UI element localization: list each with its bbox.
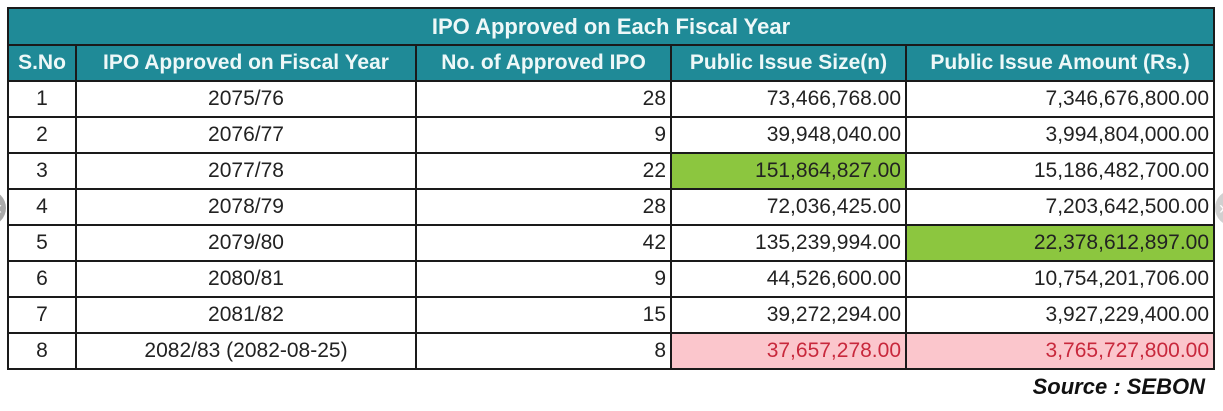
cell-count: 28 [415, 80, 672, 118]
cell-fy: 2082/83 (2082-08-25) [75, 332, 417, 370]
table-title: IPO Approved on Each Fiscal Year [6, 7, 1216, 46]
header-issue-size: Public Issue Size(n) [670, 44, 907, 82]
source-note: Source : SEBON [1032, 374, 1205, 399]
cell-size: 73,466,768.00 [670, 80, 907, 118]
prev-arrow-button[interactable]: ‹ [0, 190, 6, 226]
cell-sno: 7 [7, 296, 77, 334]
header-fiscal-year: IPO Approved on Fiscal Year [75, 44, 417, 82]
cell-sno: 5 [7, 224, 77, 262]
table-row: 2 2076/77 9 39,948,040.00 3,994,804,000.00 [7, 116, 1216, 154]
table-row: 6 2080/81 9 44,526,600.00 10,754,201,706.00 [7, 260, 1216, 298]
cell-size: 151,864,827.00 [670, 152, 907, 190]
cell-size: 72,036,425.00 [670, 188, 907, 226]
cell-sno: 3 [7, 152, 77, 190]
cell-count: 9 [415, 116, 672, 154]
cell-sno: 2 [7, 116, 77, 154]
cell-sno: 1 [7, 80, 77, 118]
cell-count: 28 [415, 188, 672, 226]
cell-size: 135,239,994.00 [670, 224, 907, 262]
ipo-table: IPO Approved on Each Fiscal Year S.No IP… [6, 7, 1216, 370]
cell-size: 39,272,294.00 [670, 296, 907, 334]
cell-fy: 2076/77 [75, 116, 417, 154]
cell-size: 44,526,600.00 [670, 260, 907, 298]
table-row: 4 2078/79 28 72,036,425.00 7,203,642,500.00 [7, 188, 1216, 226]
cell-fy: 2078/79 [75, 188, 417, 226]
cell-fy: 2077/78 [75, 152, 417, 190]
cell-count: 8 [415, 332, 672, 370]
cell-amount: 3,927,229,400.00 [904, 296, 1216, 334]
cell-fy: 2081/82 [75, 296, 417, 334]
cell-amount: 3,994,804,000.00 [904, 116, 1216, 154]
cell-amount: 7,346,676,800.00 [904, 80, 1216, 118]
header-issue-amount: Public Issue Amount (Rs.) [904, 44, 1216, 82]
cell-size: 39,948,040.00 [670, 116, 907, 154]
cell-amount: 3,765,727,800.00 [904, 332, 1216, 370]
cell-count: 15 [415, 296, 672, 334]
table-row: 5 2079/80 42 135,239,994.00 22,378,612,897.0… [7, 224, 1216, 262]
cell-fy: 2080/81 [75, 260, 417, 298]
cell-count: 22 [415, 152, 672, 190]
cell-amount: 22,378,612,897.00 [904, 224, 1216, 262]
cell-sno: 4 [7, 188, 77, 226]
table-row: 1 2075/76 28 73,466,768.00 7,346,676,800.00 [7, 80, 1216, 118]
table-row: 7 2081/82 15 39,272,294.00 3,927,229,400.00 [7, 296, 1216, 334]
cell-fy: 2079/80 [75, 224, 417, 262]
cell-sno: 6 [7, 260, 77, 298]
cell-amount: 7,203,642,500.00 [904, 188, 1216, 226]
header-approved-count: No. of Approved IPO [415, 44, 672, 82]
cell-size: 37,657,278.00 [670, 332, 907, 370]
cell-count: 9 [415, 260, 672, 298]
cell-sno: 8 [7, 332, 77, 370]
next-arrow-button[interactable]: › [1215, 190, 1223, 226]
table-row: 8 2082/83 (2082-08-25) 8 37,657,278.00 3,765… [7, 332, 1216, 370]
cell-amount: 10,754,201,706.00 [904, 260, 1216, 298]
cell-amount: 15,186,482,700.00 [904, 152, 1216, 190]
cell-fy: 2075/76 [75, 80, 417, 118]
cell-count: 42 [415, 224, 672, 262]
table-row: 3 2077/78 22 151,864,827.00 15,186,482,700.0… [7, 152, 1216, 190]
header-sno: S.No [7, 44, 77, 82]
